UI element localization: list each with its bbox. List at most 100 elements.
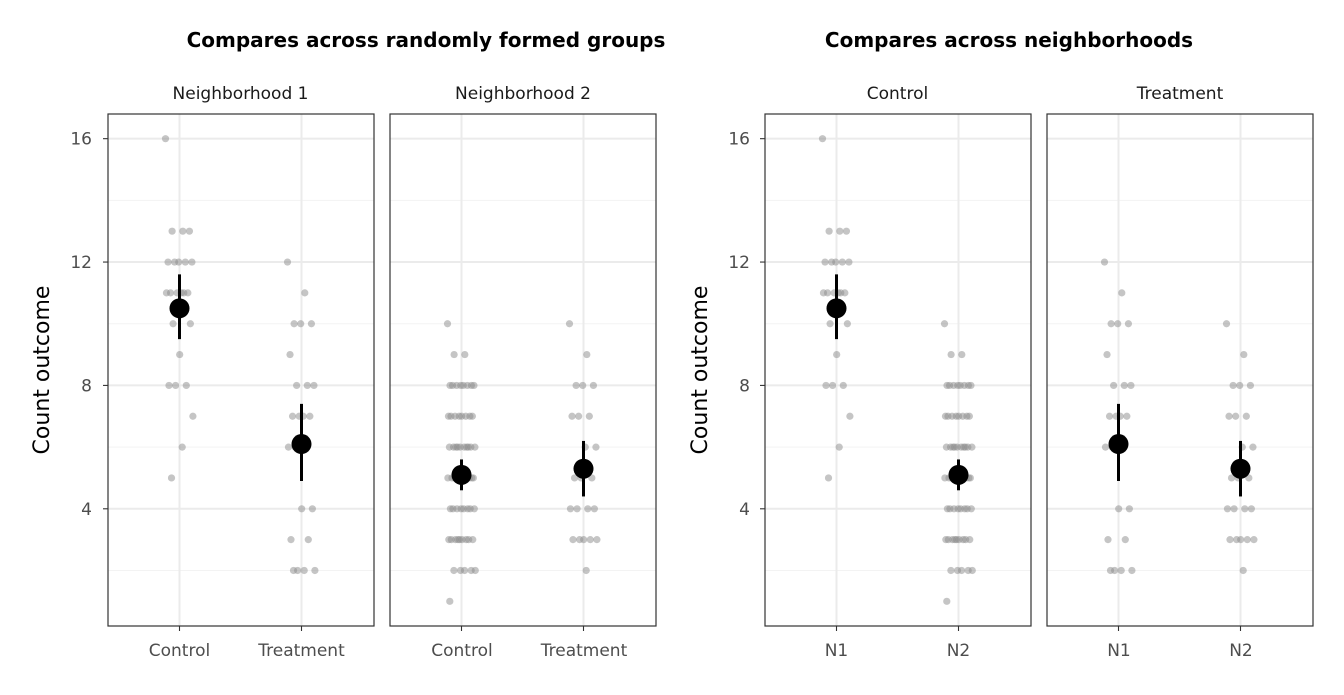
y-axis-label: Count outcome bbox=[30, 286, 55, 455]
data-point bbox=[460, 505, 468, 513]
data-point bbox=[957, 505, 965, 513]
data-point bbox=[582, 566, 590, 575]
data-point bbox=[946, 505, 954, 513]
data-point bbox=[303, 381, 311, 390]
data-point bbox=[1229, 381, 1237, 390]
panel-background bbox=[390, 114, 656, 626]
data-point bbox=[171, 381, 180, 390]
data-point bbox=[304, 536, 312, 544]
data-point bbox=[1120, 381, 1128, 390]
data-point bbox=[565, 320, 574, 328]
data-point bbox=[838, 258, 846, 266]
data-point bbox=[181, 258, 189, 266]
data-point bbox=[182, 381, 190, 390]
data-point bbox=[941, 474, 949, 482]
data-point bbox=[1232, 536, 1241, 544]
data-point bbox=[951, 536, 959, 544]
data-point bbox=[463, 443, 471, 451]
data-point bbox=[461, 350, 469, 359]
data-point bbox=[593, 536, 601, 544]
data-point bbox=[585, 412, 593, 420]
data-point bbox=[835, 443, 843, 451]
data-point bbox=[955, 412, 963, 420]
data-point bbox=[307, 320, 316, 328]
y-tick-label: 8 bbox=[81, 376, 92, 396]
panel-border bbox=[1046, 113, 1314, 627]
data-point bbox=[1239, 566, 1247, 575]
data-point bbox=[570, 474, 579, 482]
data-point bbox=[1115, 505, 1123, 513]
y-tick-label: 4 bbox=[739, 500, 750, 520]
data-point bbox=[185, 227, 194, 235]
data-point bbox=[189, 412, 197, 420]
data-point bbox=[1123, 412, 1131, 420]
data-point bbox=[1103, 350, 1111, 359]
data-point bbox=[584, 505, 592, 513]
panel-border bbox=[764, 113, 1032, 627]
data-point bbox=[443, 320, 452, 328]
data-point bbox=[839, 381, 847, 390]
data-point bbox=[176, 350, 184, 359]
mean-point bbox=[451, 464, 472, 485]
data-point bbox=[1127, 381, 1135, 390]
data-point bbox=[311, 566, 319, 575]
data-point bbox=[828, 381, 837, 390]
data-point bbox=[1125, 505, 1133, 513]
x-tick-label: Treatment bbox=[257, 641, 345, 661]
data-point bbox=[947, 566, 955, 575]
data-point bbox=[178, 443, 186, 451]
data-point bbox=[169, 320, 177, 328]
data-point bbox=[956, 381, 964, 390]
data-point bbox=[301, 289, 309, 297]
data-point bbox=[1223, 505, 1232, 513]
data-point bbox=[1242, 412, 1250, 420]
facet-strip-label: Neighborhood 2 bbox=[455, 84, 591, 104]
data-point bbox=[1240, 350, 1248, 359]
data-point bbox=[466, 505, 474, 513]
chart-title: Compares across neighborhoods bbox=[825, 28, 1193, 52]
data-point bbox=[1110, 381, 1118, 390]
mean-point bbox=[291, 434, 312, 455]
data-point bbox=[962, 536, 970, 544]
panel-border bbox=[107, 113, 375, 627]
data-point bbox=[845, 258, 853, 266]
data-point bbox=[283, 258, 292, 266]
data-point bbox=[179, 227, 187, 235]
data-point bbox=[947, 350, 955, 359]
data-point bbox=[1241, 505, 1249, 513]
facet-strip-label: Neighborhood 1 bbox=[173, 84, 309, 104]
y-tick-label: 4 bbox=[81, 500, 92, 520]
data-point bbox=[1114, 320, 1122, 328]
data-point bbox=[446, 597, 454, 605]
data-point bbox=[1105, 412, 1114, 420]
panel-background bbox=[1047, 114, 1313, 626]
data-point bbox=[1117, 566, 1125, 575]
data-point bbox=[1246, 381, 1255, 390]
data-point bbox=[297, 320, 305, 328]
data-point bbox=[944, 536, 952, 544]
data-point bbox=[447, 536, 455, 544]
data-point bbox=[953, 566, 962, 575]
data-point bbox=[467, 566, 475, 575]
data-point bbox=[944, 412, 952, 420]
data-point bbox=[1118, 289, 1126, 297]
data-point bbox=[843, 320, 851, 328]
data-point bbox=[572, 381, 580, 390]
data-point bbox=[589, 381, 598, 390]
data-point bbox=[1226, 536, 1234, 544]
x-tick-label: Control bbox=[431, 641, 492, 661]
data-point bbox=[1232, 412, 1240, 420]
data-point bbox=[579, 381, 587, 390]
y-tick-label: 12 bbox=[70, 253, 92, 273]
data-point bbox=[842, 227, 851, 235]
data-point bbox=[945, 381, 954, 390]
data-point bbox=[1249, 443, 1257, 451]
data-point bbox=[1101, 443, 1110, 451]
data-point bbox=[940, 320, 949, 328]
panel-background bbox=[765, 114, 1031, 626]
mean-point bbox=[1230, 458, 1251, 479]
data-point bbox=[573, 505, 581, 513]
data-point bbox=[1225, 412, 1233, 420]
data-point bbox=[590, 505, 598, 513]
data-point bbox=[188, 258, 196, 266]
